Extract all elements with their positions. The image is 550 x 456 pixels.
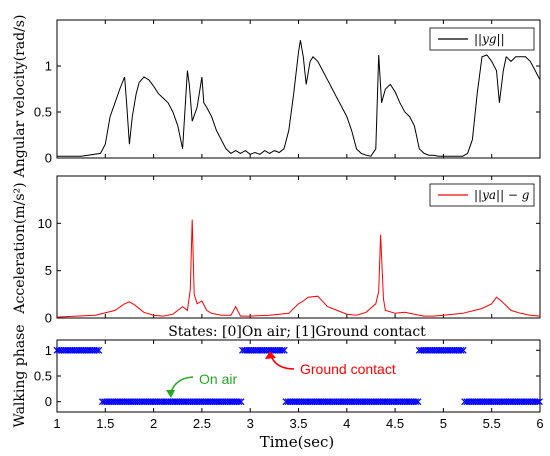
phase-xtick-label-2: 2: [150, 416, 157, 431]
ground-contact-arrow: [271, 357, 295, 370]
phase-marker-82: [235, 398, 243, 406]
angular-velocity-xticks: [56, 20, 541, 158]
phase-xtick-label-7: 4.5: [386, 416, 404, 431]
angular-velocity-yticks: 00.51: [34, 59, 540, 166]
acceleration-panel: Acceleration(m/s²) 0 5 10 ||ya|| − g: [12, 175, 541, 326]
on-air-label: On air: [199, 371, 237, 387]
legend-box: [429, 27, 535, 51]
annotation-on-air: On air: [166, 371, 237, 398]
walking-phase-title: States: [0]On air; [1]Ground contact: [168, 324, 426, 340]
phase-marker-19: [95, 346, 103, 354]
legend-label-ya: ||ya|| − g: [474, 188, 530, 202]
walking-phase-ylabel: Walking phase: [12, 324, 28, 427]
time-xlabel: Time(sec): [260, 433, 335, 451]
annotation-ground-contact: Ground contact: [265, 351, 396, 377]
phase-xtick-label-4: 3: [247, 416, 254, 431]
on-air-arrowhead: [166, 390, 175, 398]
phase-xtick-label-8: 5: [440, 416, 447, 431]
phase-xtick-label-6: 4: [343, 416, 350, 431]
accel-ytick-label-1: 5: [45, 263, 52, 278]
phase-marker-18: [93, 346, 101, 354]
angular-velocity-panel: Angular velocity(rad/s) 00.51 ||yg||: [12, 15, 541, 179]
walking-phase-panel: States: [0]On air; [1]Ground contact Wal…: [12, 324, 544, 451]
phase-xtick-label-1: 1.5: [96, 416, 114, 431]
phase-marker-103: [280, 346, 288, 354]
phase-marker-219: [533, 398, 541, 406]
on-air-arrow: [170, 376, 194, 393]
phase-ytick-label-0: 0: [45, 394, 52, 409]
phase-xtick-label-3: 2.5: [193, 416, 211, 431]
legend-box: [429, 183, 535, 207]
phase-marker-163: [412, 398, 420, 406]
legend-label-yg: ||yg||: [474, 32, 505, 46]
acceleration-legend: ||ya|| − g: [429, 183, 535, 207]
phase-marker-184: [457, 346, 465, 354]
phase-marker-102: [278, 346, 286, 354]
phase-ytick-label-1: 0.5: [34, 369, 52, 384]
phase-marker-185: [459, 346, 467, 354]
accel-ytick-label-2: 10: [38, 216, 52, 231]
phase-marker-164: [414, 398, 422, 406]
walking-phase-markers: [53, 346, 543, 406]
angular-velocity-ylabel: Angular velocity(rad/s): [12, 15, 28, 179]
angular-ytick-label-2: 1: [45, 59, 52, 74]
phase-xtick-label-9: 5.5: [483, 416, 501, 431]
acceleration-ylabel: Acceleration(m/s²): [12, 182, 28, 314]
accel-ytick-label-0: 0: [45, 311, 52, 326]
ground-contact-label: Ground contact: [300, 361, 396, 377]
series-line-ya: [56, 219, 541, 318]
phase-xtick-label-10: 6: [536, 416, 543, 431]
series-line-yg: [57, 40, 541, 157]
phase-xtick-label-0: 1: [53, 416, 60, 431]
angular-velocity-legend: ||yg||: [429, 27, 535, 51]
phase-xtick-label-5: 3.5: [289, 416, 307, 431]
walking-phase-xticks: 1 1.5 2 2.5 3 3.5 4 4.5 5 5.5 6: [53, 340, 544, 431]
phase-marker-83: [237, 398, 245, 406]
phase-marker-220: [535, 398, 543, 406]
acceleration-yticks: 0 5 10: [38, 216, 540, 326]
angular-ytick-label-0: 0: [45, 151, 52, 166]
angular-ytick-label-1: 0.5: [34, 105, 52, 120]
ground-contact-arrowhead: [265, 351, 276, 359]
phase-ytick-label-2: 1: [45, 343, 52, 358]
